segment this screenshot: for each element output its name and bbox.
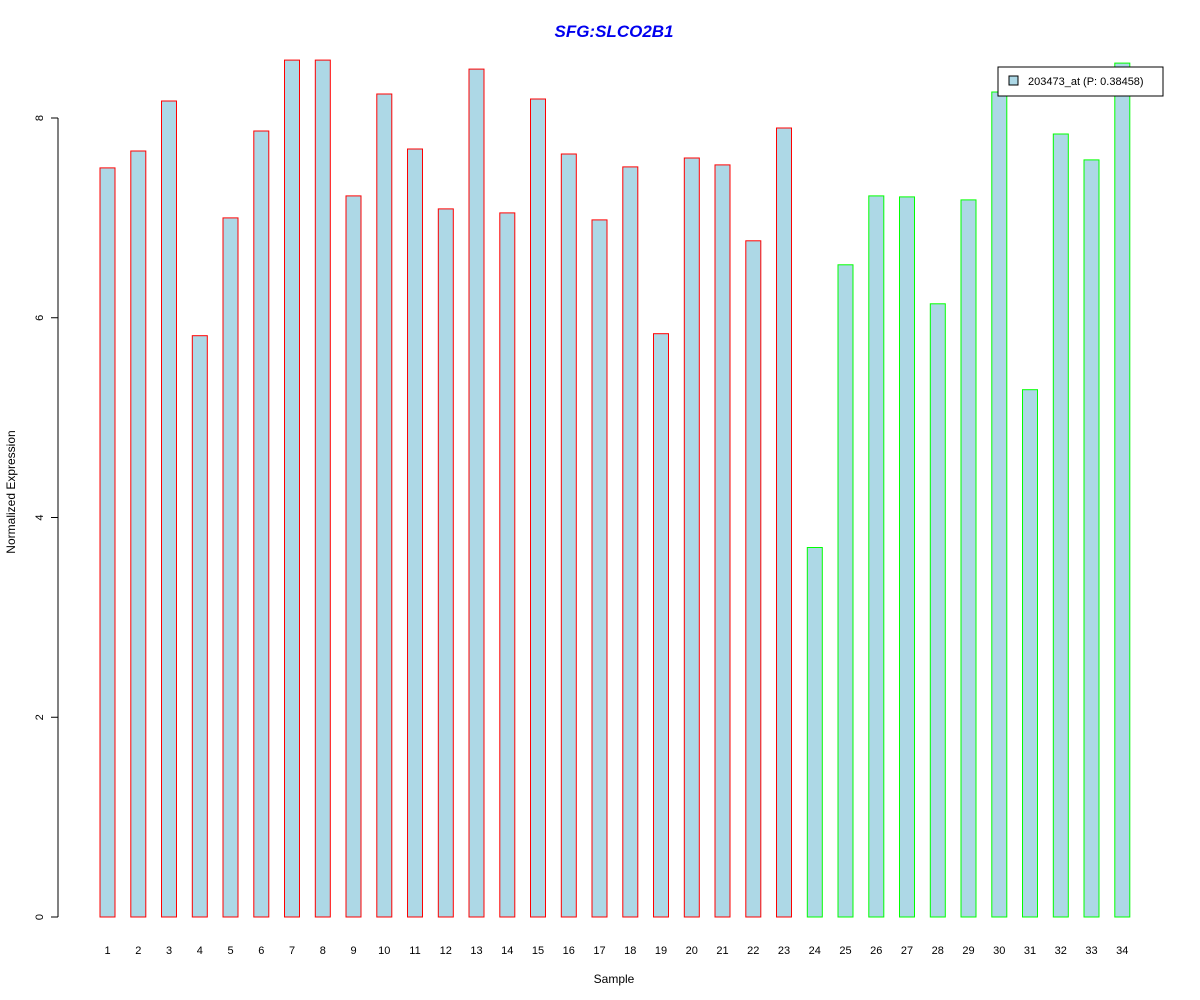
x-tick-label-16: 16	[563, 945, 575, 957]
bar-sample-20	[683, 157, 700, 918]
legend-label: 203473_at (P: 0.38458)	[1028, 76, 1144, 88]
bar-sample-21	[714, 164, 731, 918]
bar-sample-7	[284, 59, 300, 918]
bar-sample-6	[253, 130, 270, 918]
bar-sample-18	[622, 166, 639, 918]
x-tick-label-20: 20	[686, 945, 698, 957]
y-tick-label-2: 2	[34, 714, 46, 720]
y-axis-label: Normalized Expression	[4, 430, 18, 553]
x-tick-label-3: 3	[166, 945, 172, 957]
bar-sample-34	[1114, 62, 1131, 918]
x-tick-label-9: 9	[350, 945, 356, 957]
y-axis: 0 2 4 6 8	[34, 115, 59, 920]
x-tick-label-32: 32	[1055, 945, 1067, 957]
x-tick-label-24: 24	[809, 945, 821, 957]
x-tick-label-18: 18	[624, 945, 636, 957]
legend: 203473_at (P: 0.38458)	[997, 66, 1164, 97]
x-tick-label-29: 29	[962, 945, 974, 957]
bar-sample-22	[745, 240, 762, 918]
bar-sample-12	[437, 208, 454, 918]
bar-sample-31	[1022, 389, 1038, 918]
bar-sample-27	[899, 196, 915, 918]
x-tick-label-30: 30	[993, 945, 1005, 957]
y-tick-label-6: 6	[34, 315, 46, 321]
bar-sample-3	[161, 100, 177, 918]
bar-sample-9	[345, 195, 362, 918]
bar-sample-15	[530, 98, 546, 918]
y-tick-label-4: 4	[34, 514, 46, 520]
x-tick-label-22: 22	[747, 945, 759, 957]
bar-sample-24	[806, 547, 823, 918]
x-tick-label-1: 1	[104, 945, 110, 957]
bar-sample-16	[560, 153, 577, 918]
x-tick-label-19: 19	[655, 945, 667, 957]
bar-sample-1	[99, 167, 116, 918]
bar-sample-17	[591, 219, 608, 918]
legend-swatch	[1008, 75, 1019, 86]
bar-sample-23	[776, 127, 792, 918]
x-tick-label-6: 6	[258, 945, 264, 957]
x-tick-label-12: 12	[440, 945, 452, 957]
bar-sample-2	[130, 150, 147, 918]
y-tick-label-0: 0	[34, 914, 46, 920]
x-tick-label-5: 5	[227, 945, 233, 957]
bar-sample-10	[376, 93, 393, 918]
bar-sample-8	[314, 59, 331, 918]
bar-sample-5	[222, 217, 239, 918]
x-tick-labels: 1 2 3 4 5 6 7 8 9 10 11 12 13 14 15 16 17 18 19 20 21 22 23 24 2…	[104, 945, 1128, 957]
x-tick-label-13: 13	[470, 945, 482, 957]
x-tick-label-31: 31	[1024, 945, 1036, 957]
x-tick-label-25: 25	[839, 945, 851, 957]
legend-box	[997, 66, 1164, 97]
bar-sample-19	[653, 333, 669, 918]
x-tick-label-34: 34	[1116, 945, 1128, 957]
bar-sample-26	[868, 195, 885, 918]
x-tick-label-17: 17	[593, 945, 605, 957]
x-tick-label-27: 27	[901, 945, 913, 957]
x-tick-label-11: 11	[409, 945, 420, 957]
x-tick-label-8: 8	[320, 945, 326, 957]
y-tick-label-8: 8	[34, 115, 46, 121]
x-tick-label-26: 26	[870, 945, 882, 957]
x-tick-label-15: 15	[532, 945, 544, 957]
x-tick-label-2: 2	[135, 945, 141, 957]
x-tick-label-23: 23	[778, 945, 790, 957]
chart-title: SFG:SLCO2B1	[554, 22, 673, 41]
bars-group	[99, 59, 1131, 918]
x-tick-label-14: 14	[501, 945, 513, 957]
bar-sample-30	[991, 91, 1008, 918]
bar-sample-11	[407, 148, 423, 918]
x-tick-label-33: 33	[1085, 945, 1097, 957]
bar-sample-28	[929, 303, 946, 918]
bar-sample-29	[960, 199, 977, 918]
x-tick-label-10: 10	[378, 945, 390, 957]
x-tick-label-7: 7	[289, 945, 295, 957]
bar-sample-33	[1083, 159, 1100, 918]
x-tick-label-4: 4	[197, 945, 203, 957]
bar-sample-25	[837, 264, 854, 918]
bar-sample-4	[191, 335, 208, 918]
x-tick-label-28: 28	[932, 945, 944, 957]
bar-sample-32	[1052, 133, 1069, 918]
bar-sample-14	[499, 212, 516, 918]
x-tick-label-21: 21	[716, 945, 728, 957]
bar-sample-13	[468, 68, 485, 918]
x-axis-label: Sample	[594, 972, 635, 986]
